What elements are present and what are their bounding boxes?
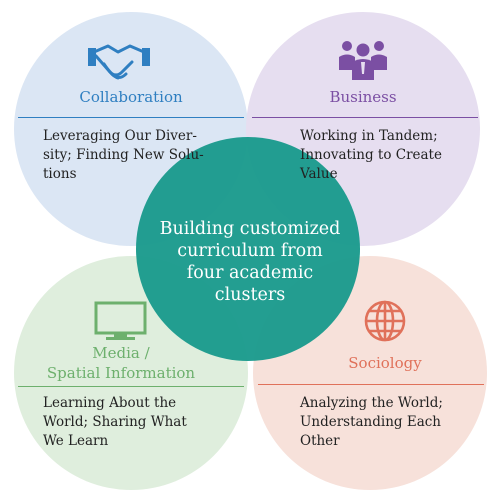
sociology-title: Sociology	[348, 354, 422, 372]
globe-icon	[364, 300, 406, 342]
sociology-description: Analyzing the World; Understanding Each …	[300, 394, 485, 451]
center-line: curriculum from	[177, 241, 323, 261]
business-divider	[252, 117, 478, 118]
handshake-icon	[88, 44, 150, 80]
sociology-divider	[258, 384, 484, 385]
description-line: World; Sharing What	[43, 414, 187, 430]
monitor-icon	[94, 301, 147, 340]
media-title: Media / Spatial Information	[46, 343, 196, 383]
description-line: Analyzing the World;	[300, 395, 443, 411]
media-description: Learning About the World; Sharing What W…	[43, 394, 233, 451]
description-line: Value	[300, 166, 338, 182]
center-line: four academic clusters	[186, 263, 314, 305]
collaboration-title: Collaboration	[79, 88, 183, 106]
collaboration-description: Leveraging Our Diver- sity; Finding New …	[43, 127, 233, 184]
title-line: Media /	[92, 344, 150, 362]
description-line: Understanding Each	[300, 414, 441, 430]
business-title: Business	[329, 88, 397, 106]
description-line: Innovating to Create	[300, 147, 442, 163]
description-line: Learning About the	[43, 395, 177, 411]
description-line: Leveraging Our Diver-	[43, 128, 197, 144]
title-line: Spatial Information	[46, 364, 196, 382]
description-line: We Learn	[43, 433, 109, 449]
description-line: Working in Tandem;	[300, 128, 438, 144]
media-divider	[18, 386, 244, 387]
business-description: Working in Tandem; Innovating to Create …	[300, 127, 485, 184]
center-circle	[136, 137, 360, 361]
description-line: sity; Finding New Solu-	[43, 147, 204, 163]
people-group-icon	[339, 41, 387, 80]
center-line: Building customized	[159, 219, 341, 239]
description-line: Other	[300, 433, 340, 449]
description-line: tions	[43, 166, 77, 182]
center-text: Building customized curriculum from four…	[150, 218, 350, 306]
collaboration-divider	[18, 117, 244, 118]
